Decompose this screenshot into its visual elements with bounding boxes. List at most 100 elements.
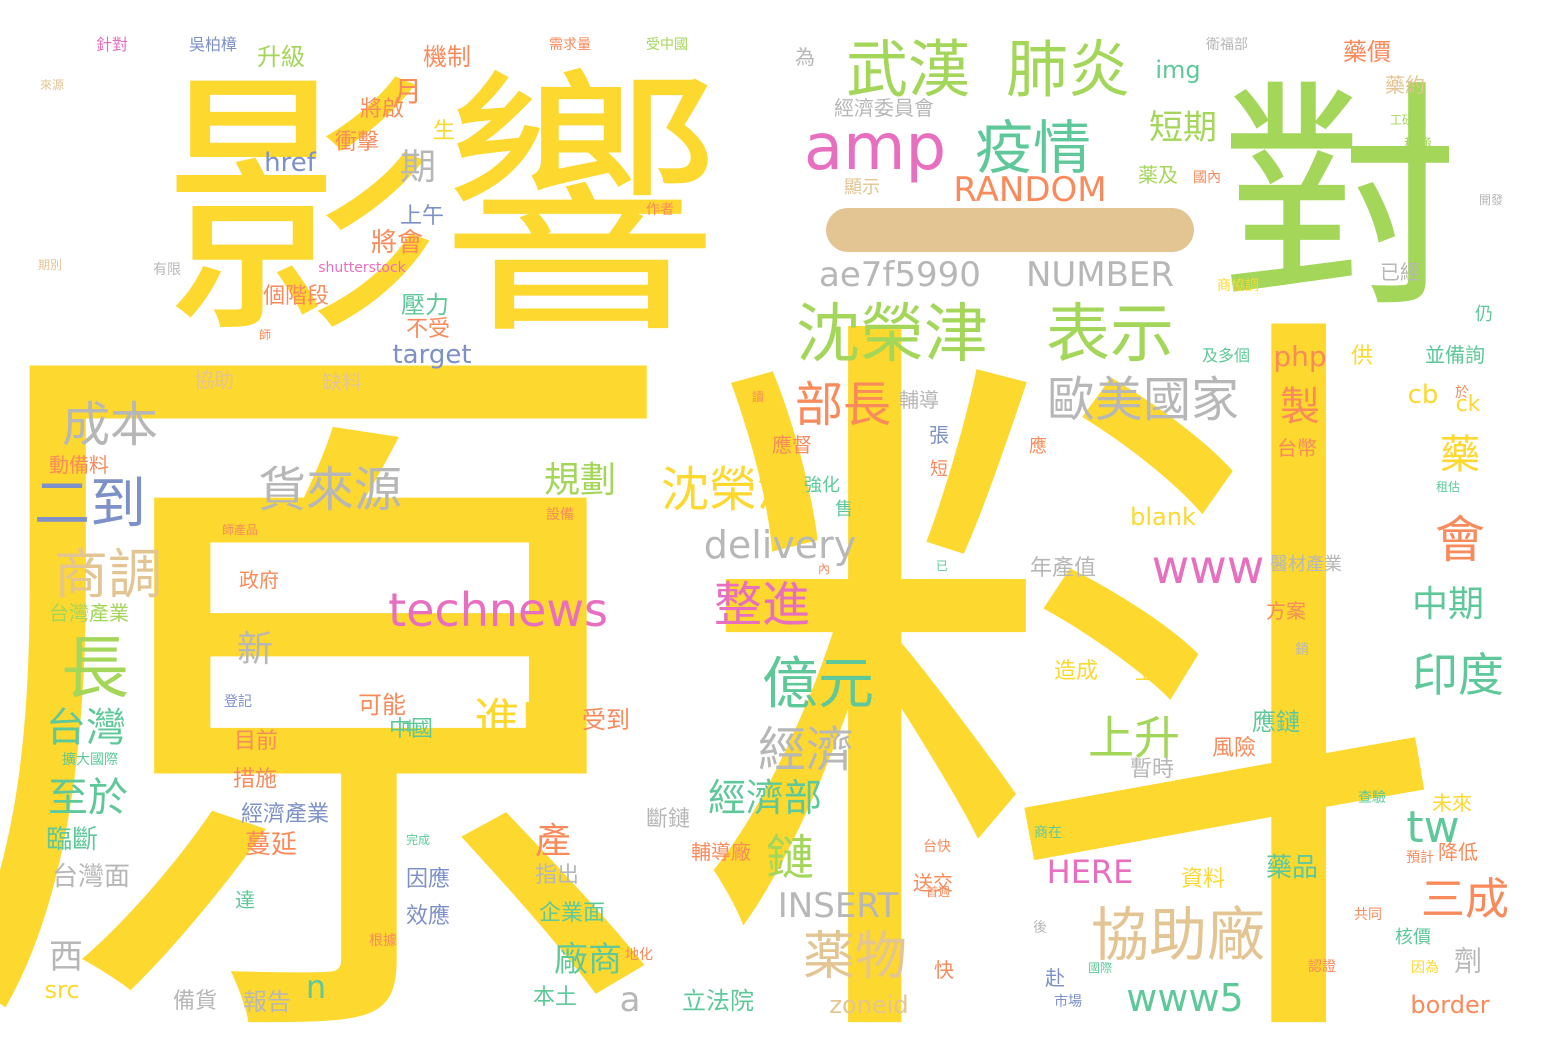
word-52: 機制 (423, 45, 471, 69)
word-113: 經濟委員會 (834, 98, 934, 118)
word-70: 壓力 (401, 293, 449, 317)
word-10: ae7f5990 (819, 258, 981, 292)
word-58: target (392, 342, 471, 368)
word-32: 台灣 (46, 708, 126, 748)
word-99: 中 (401, 721, 419, 739)
word-138: 政府 (239, 570, 279, 590)
word-43: HERE (1047, 856, 1134, 888)
word-129: 缺料 (322, 372, 362, 392)
word-49: 期 (400, 150, 436, 186)
word-111: 將啟 (360, 99, 404, 121)
word-79: 臨斷 (46, 827, 98, 853)
word-153: 商在 (1034, 826, 1062, 840)
word-91: 經濟產業 (241, 804, 329, 826)
word-36: 鏈 (766, 834, 814, 882)
word-8: 沈榮津 (796, 303, 988, 367)
word-127: 及多個 (1202, 348, 1250, 364)
word-55: 藥價 (1343, 40, 1391, 64)
word-37: 至於 (48, 778, 128, 818)
word-84: 備貨 (173, 991, 217, 1013)
word-117: 顯示 (844, 179, 880, 197)
word-72: 不受 (406, 319, 450, 341)
word-66: 可能 (358, 693, 406, 717)
word-60: src (44, 978, 79, 1002)
word-86: 本土 (533, 987, 577, 1009)
word-169: 台快 (923, 840, 951, 854)
word-87: 企業面 (539, 903, 605, 925)
word-30: 印度 (1412, 652, 1504, 698)
word-104: 未來 (1432, 793, 1472, 813)
word-118: 作者 (646, 203, 674, 217)
word-133: 張 (929, 425, 949, 445)
word-80: 蔓延 (245, 832, 297, 858)
word-172: 針對 (96, 37, 128, 53)
word-61: zoneid (829, 993, 908, 1017)
word-125: 商協調 (1217, 279, 1259, 293)
word-120: 有限 (153, 263, 181, 277)
word-139: 台灣產業 (49, 603, 129, 623)
word-95: 年產值 (1030, 558, 1096, 580)
word-76: 並備詢 (1425, 345, 1485, 365)
word-7: 疫情 (975, 119, 1091, 177)
word-83: 報告 (243, 990, 291, 1014)
word-48: 短期 (1149, 111, 1217, 145)
word-155: 醫材產業 (1270, 556, 1342, 574)
word-151: 市場 (1054, 995, 1082, 1009)
word-47: 規劃 (544, 463, 616, 499)
word-50: 將會 (371, 230, 423, 256)
word-39: 三成 (1421, 878, 1509, 922)
word-135: 應 (1029, 438, 1047, 456)
word-116: 國內 (1193, 171, 1221, 185)
word-5: 肺炎 (1006, 39, 1130, 101)
word-65: n (306, 971, 326, 1003)
word-46: 藥 (1440, 435, 1480, 475)
word-74: 產 (535, 824, 571, 860)
word-88: 效應 (406, 906, 450, 928)
word-29: 上升 (1088, 715, 1180, 761)
word-156: 銷 (1295, 643, 1309, 657)
word-106: 台幣 (1277, 438, 1317, 458)
word-38: 薬物 (803, 931, 907, 983)
word-158: 預計 (1406, 851, 1434, 865)
word-23: 會 (1435, 515, 1485, 565)
word-45: 製 (1280, 387, 1320, 427)
word-119: shutterstock (318, 261, 406, 275)
word-98: 上 (1135, 662, 1155, 682)
word-114: 藥約 (1385, 75, 1425, 95)
word-35: 經濟部 (708, 779, 822, 817)
word-18: 沈榮津 (661, 466, 805, 514)
word-132: 應督 (772, 435, 812, 455)
word-170: 完成 (406, 834, 430, 846)
word-77: 應鏈 (1252, 710, 1300, 734)
word-145: 達 (235, 890, 255, 910)
word-73: 新 (237, 632, 273, 668)
word-15: 歐美國家 (1047, 376, 1239, 424)
word-100: 造成 (1054, 661, 1098, 683)
word-165: 讀 (752, 391, 764, 403)
word-177: 送交 (913, 873, 953, 893)
word-24: 長 (61, 636, 129, 704)
word-103: 降低 (1438, 842, 1478, 862)
word-124: 已經 (1380, 262, 1420, 282)
word-44: 廠商 (554, 943, 622, 977)
word-107: 劑 (1452, 946, 1480, 974)
word-146: 根據 (369, 934, 397, 948)
word-137: 售 (835, 501, 853, 519)
word-90: 指出 (535, 865, 579, 887)
word-164: 師 (259, 329, 271, 341)
word-136: 強化 (804, 477, 840, 495)
word-82: 西 (49, 940, 83, 974)
word-20: 商調 (54, 548, 162, 602)
word-150: 國際 (1088, 962, 1112, 974)
word-93: 目前 (234, 731, 278, 753)
word-12: RANDOM (953, 173, 1106, 207)
word-14: 部長 (795, 381, 891, 429)
word-26: 億元 (762, 657, 874, 713)
word-78: 藥品 (1266, 855, 1318, 881)
word-33: 中期 (1412, 587, 1484, 623)
word-57: cb (1408, 382, 1439, 408)
word-110: 衝擊 (335, 132, 379, 154)
word-42: a (620, 983, 641, 1017)
word-140: 動備料 (49, 455, 109, 475)
